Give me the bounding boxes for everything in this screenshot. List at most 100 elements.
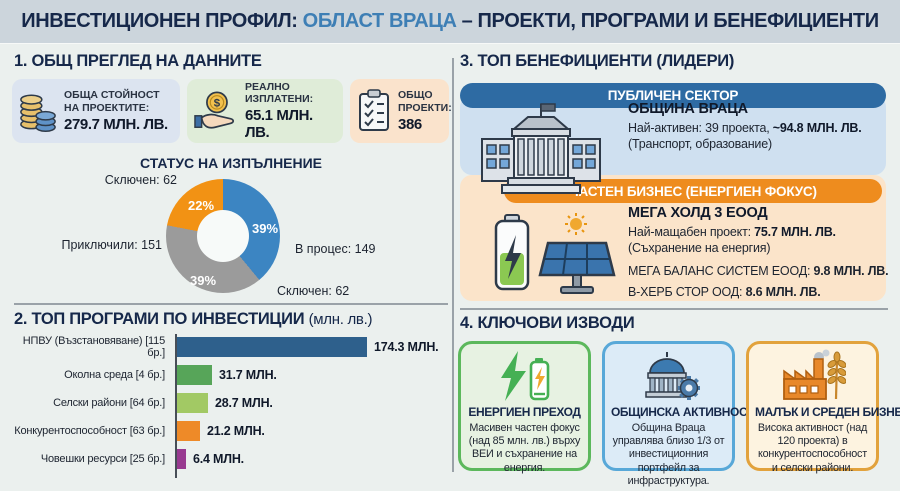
- line1-value: 75.7 МЛН. ЛВ.: [754, 225, 836, 239]
- programs-bar-chart: НПВУ (Възстановяване) [115 бр.] 174.3 МЛ…: [12, 334, 450, 478]
- beneficiaries-body: ПУБЛИЧЕН СЕКТОР ЧАСТЕН БИЗНЕС (ЕНЕРГИЕН …: [458, 79, 890, 305]
- section-insights: 4. КЛЮЧОВИ ИЗВОДИ ЕНЕРГИЕН ПРЕХОД Масиве…: [458, 312, 900, 487]
- bar-row: Конкурентоспособност [63 бр.] 21.2 МЛН.: [12, 421, 450, 441]
- private-beneficiary-other: В-ХЕРБ СТОР ООД: 8.6 МЛН. ЛВ.: [628, 285, 888, 299]
- insight-card-text: Висока активност (над 120 проекта) в кон…: [757, 422, 868, 474]
- private-beneficiary-name: МЕГА ХОЛД 3 ЕООД: [628, 205, 768, 221]
- title-highlight: ОБЛАСТ ВРАЦА: [302, 10, 457, 32]
- insight-card: ЕНЕРГИЕН ПРЕХОД Масивен частен фокус (на…: [458, 341, 591, 474]
- program-bar: [177, 365, 212, 385]
- page-title: ИНВЕСТИЦИОНЕН ПРОФИЛ: ОБЛАСТ ВРАЦА – ПРО…: [21, 10, 879, 33]
- bar-value: 6.4 МЛН.: [193, 452, 244, 466]
- header: ИНВЕСТИЦИОНЕН ПРОФИЛ: ОБЛАСТ ВРАЦА – ПРО…: [0, 0, 900, 43]
- overview-title: 1. ОБЩ ПРЕГЛЕД НА ДАННИТЕ: [14, 52, 262, 70]
- other-prefix: В-ХЕРБ СТОР ООД:: [628, 284, 746, 299]
- stat-label: ОБЩО ПРОЕКТИ:: [398, 89, 452, 114]
- other-prefix: МЕГА БАЛАНС СИСТЕМ ЕООД:: [628, 263, 814, 278]
- section-programs: 2. ТОП ПРОГРАМИ ПО ИНВЕСТИЦИИ (млн. лв.)…: [12, 308, 450, 484]
- insight-card-title: ОБЩИНСКА АКТИВНОСТ: [611, 405, 754, 419]
- bar-row: НПВУ (Възстановяване) [115 бр.] 174.3 МЛ…: [12, 335, 450, 359]
- insights-title: 4. КЛЮЧОВИ ИЗВОДИ: [460, 314, 635, 332]
- stat-value: 65.1 МЛН. ЛВ.: [245, 107, 313, 142]
- donut-callout-left: Приключили: 151: [61, 238, 163, 252]
- program-bar: [177, 337, 367, 357]
- donut-pct-in-progress: 39%: [252, 221, 279, 236]
- status-donut-wrap: Сключен: 62 Приключили: 151 В процес: 14…: [12, 173, 450, 311]
- stat-value: 386: [398, 115, 422, 133]
- stat-label: РЕАЛНО ИЗПЛАТЕНИ:: [245, 80, 314, 105]
- bar-value: 21.2 МЛН.: [207, 424, 265, 438]
- insight-card-text: Община Враца управлява близо 1/3 от инве…: [612, 422, 725, 487]
- donut-callout-right: В процес: 149: [295, 242, 376, 256]
- bar-label: Конкурентоспособност [63 бр.]: [14, 425, 165, 437]
- donut-pct-contracted: 22%: [188, 198, 215, 213]
- title-prefix: ИНВЕСТИЦИОНЕН ПРОФИЛ:: [21, 10, 303, 32]
- clipboard-checklist-icon: [357, 88, 391, 134]
- section-beneficiaries: 3. ТОП БЕНЕФИЦИЕНТИ (ЛИДЕРИ) ПУБЛИЧЕН СЕ…: [458, 50, 890, 308]
- title-suffix: – ПРОЕКТИ, ПРОГРАМИ И БЕНЕФИЦИЕНТИ: [456, 10, 879, 32]
- bar-row: Човешки ресурси [25 бр.] 6.4 МЛН.: [12, 449, 450, 469]
- donut-callout-bottom-right: Сключен: 62: [277, 284, 350, 298]
- public-beneficiary-line1: Най-активен: 39 проекта, ~94.8 МЛН. ЛВ.: [628, 120, 862, 136]
- other-value: 8.6 МЛН. ЛВ.: [745, 284, 821, 299]
- insight-card: МАЛЪК И СРЕДЕН БИЗНЕС Висока активност (…: [746, 341, 900, 474]
- programs-unit-label: (млн. лв.): [308, 311, 373, 328]
- hand-coin-icon: $: [194, 89, 238, 133]
- insight-cards: ЕНЕРГИЕН ПРЕХОД Масивен частен фокус (на…: [458, 341, 900, 487]
- public-beneficiary-name: ОБЩИНА ВРАЦА: [628, 101, 748, 117]
- bar-value: 174.3 МЛН.: [374, 340, 439, 354]
- line1-prefix: Най-активен: 39 проекта,: [628, 121, 773, 135]
- beneficiaries-title: 3. ТОП БЕНЕФИЦИЕНТИ (ЛИДЕРИ): [460, 52, 735, 70]
- government-building-icon: [478, 101, 604, 197]
- stat-value: 279.7 МЛН. ЛВ.: [64, 115, 168, 133]
- bar-label: Селски райони [64 бр.]: [53, 397, 165, 409]
- bar-value: 31.7 МЛН.: [219, 368, 277, 382]
- stat-label: ОБЩА СТОЙНОСТ НА ПРОЕКТИТЕ:: [64, 89, 160, 114]
- battery-solar-icon: [488, 211, 618, 297]
- program-bar: [177, 393, 208, 413]
- horizontal-divider-left: [14, 303, 448, 305]
- bar-chart-axis: [175, 334, 177, 478]
- donut-pct-completed: 39%: [190, 273, 217, 288]
- program-bar: [177, 449, 186, 469]
- energy-transition-icon: [467, 349, 582, 403]
- vertical-divider: [452, 58, 454, 472]
- coins-icon: [19, 88, 57, 134]
- line1-value: ~94.8 МЛН. ЛВ.: [772, 121, 862, 135]
- private-beneficiary-line2: (Съхранение на енергия): [628, 241, 771, 256]
- stat-card-total-projects: ОБЩО ПРОЕКТИ: 386: [350, 79, 452, 143]
- public-sector-banner: ПУБЛИЧЕН СЕКТОР: [460, 83, 886, 108]
- bar-label: Човешки ресурси [25 бр.]: [40, 453, 165, 465]
- other-value: 9.8 МЛН. ЛВ.: [813, 263, 889, 278]
- status-donut-chart: [166, 179, 280, 293]
- line1-prefix: Най-мащабен проект:: [628, 225, 755, 239]
- public-sector-text: ОБЩИНА ВРАЦА Най-активен: 39 проекта, ~9…: [628, 101, 862, 153]
- insight-card: ОБЩИНСКА АКТИВНОСТ Община Враца управляв…: [602, 341, 754, 487]
- svg-text:$: $: [214, 98, 221, 110]
- bar-row: Околна среда [4 бр.] 31.7 МЛН.: [12, 365, 450, 385]
- donut-callout-top-left: Сключен: 62: [104, 173, 177, 187]
- bar-row: Селски райони [64 бр.] 28.7 МЛН.: [12, 393, 450, 413]
- municipal-building-gear-icon: [611, 349, 726, 403]
- private-beneficiary-other: МЕГА БАЛАНС СИСТЕМ ЕООД: 9.8 МЛН. ЛВ.: [628, 263, 889, 278]
- stat-card-total-value: ОБЩА СТОЙНОСТ НА ПРОЕКТИТЕ: 279.7 МЛН. Л…: [12, 79, 180, 143]
- donut-chart-title: СТАТУС НА ИЗПЪЛНЕНИЕ: [139, 155, 323, 171]
- stat-card-paid: $ РЕАЛНО ИЗПЛАТЕНИ: 65.1 МЛН. ЛВ.: [187, 79, 343, 143]
- bar-label: НПВУ (Възстановяване) [115 бр.]: [22, 335, 165, 359]
- private-beneficiary-line1: Най-мащабен проект: 75.7 МЛН. ЛВ.: [628, 224, 888, 240]
- program-bar: [177, 421, 200, 441]
- insight-card-title: МАЛЪК И СРЕДЕН БИЗНЕС: [755, 405, 900, 419]
- insight-card-title: ЕНЕРГИЕН ПРЕХОД: [468, 405, 581, 419]
- programs-title-text: 2. ТОП ПРОГРАМИ ПО ИНВЕСТИЦИИ: [14, 310, 305, 328]
- bar-label: Околна среда [4 бр.]: [64, 369, 165, 381]
- section-overview: 1. ОБЩ ПРЕГЛЕД НА ДАННИТЕ: [12, 50, 452, 304]
- horizontal-divider-right: [460, 308, 888, 310]
- public-beneficiary-line2: (Транспорт, образование): [628, 137, 772, 152]
- bar-value: 28.7 МЛН.: [215, 396, 273, 410]
- stat-cards: ОБЩА СТОЙНОСТ НА ПРОЕКТИТЕ: 279.7 МЛН. Л…: [12, 79, 452, 143]
- insight-card-text: Масивен частен фокус (над 85 млн. лв.) в…: [468, 422, 581, 474]
- factory-wheat-icon: [755, 349, 870, 403]
- programs-title: 2. ТОП ПРОГРАМИ ПО ИНВЕСТИЦИИ (млн. лв.): [14, 310, 450, 329]
- private-sector-text: МЕГА ХОЛД 3 ЕООД Най-мащабен проект: 75.…: [628, 205, 889, 299]
